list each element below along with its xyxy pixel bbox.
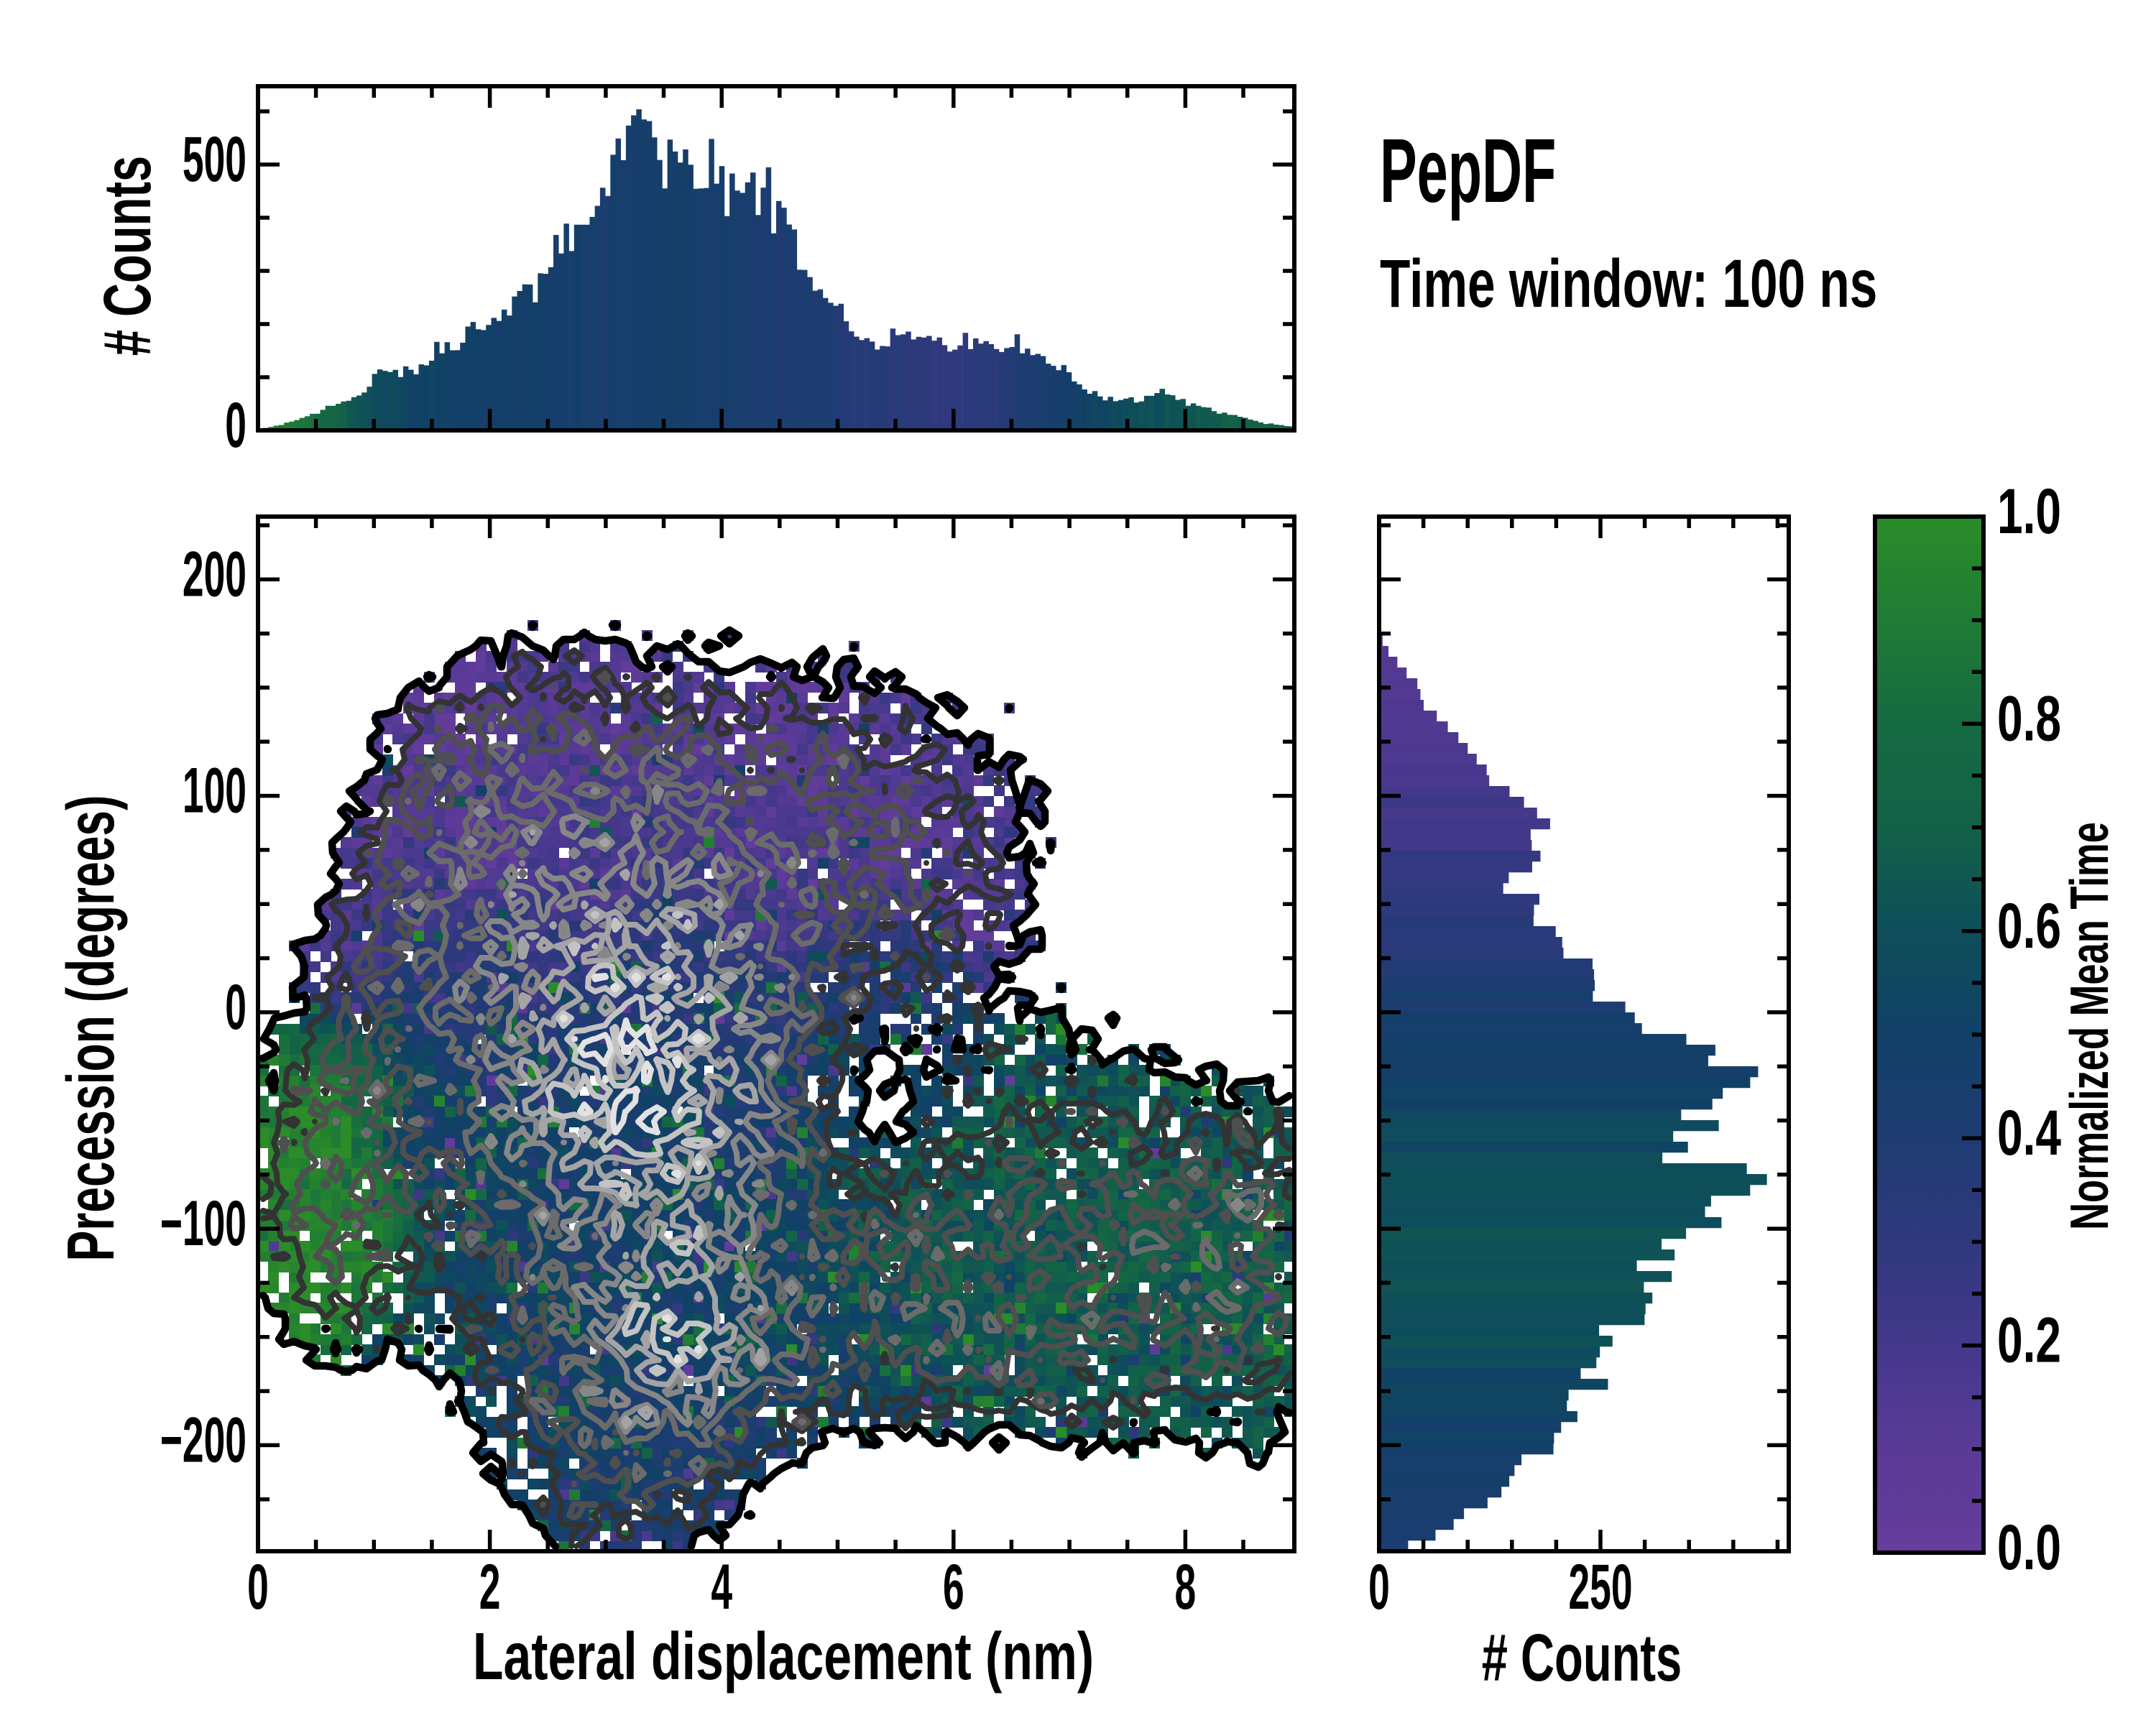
svg-text:200: 200 [183,538,247,609]
svg-text:4: 4 [711,1551,732,1622]
svg-text:Time window: 100 ns: Time window: 100 ns [1380,245,1877,321]
svg-text:−200: −200 [160,1404,247,1475]
svg-text:# Counts: # Counts [1482,1621,1682,1696]
svg-text:0.0: 0.0 [1997,1512,2061,1584]
svg-text:0: 0 [247,1551,269,1622]
svg-text:0: 0 [225,971,247,1043]
svg-text:2: 2 [479,1551,501,1622]
svg-text:Precession (degrees): Precession (degrees) [53,795,128,1262]
svg-text:0: 0 [1368,1551,1390,1622]
svg-text:1.0: 1.0 [1997,476,2061,547]
svg-text:Lateral displacement (nm): Lateral displacement (nm) [473,1620,1094,1694]
svg-text:250: 250 [1568,1551,1632,1622]
svg-text:0.6: 0.6 [1997,891,2061,962]
svg-text:Normalized Mean Time: Normalized Mean Time [2059,822,2120,1230]
svg-text:# Counts: # Counts [91,156,165,356]
svg-text:PepDF: PepDF [1380,121,1556,222]
svg-text:6: 6 [943,1551,964,1622]
svg-text:0.2: 0.2 [1997,1305,2061,1376]
svg-text:0: 0 [225,389,247,461]
svg-text:−100: −100 [160,1188,247,1259]
svg-text:8: 8 [1175,1551,1197,1622]
svg-text:0.4: 0.4 [1997,1098,2061,1169]
svg-text:0.8: 0.8 [1997,683,2061,754]
svg-text:100: 100 [183,755,247,826]
svg-text:500: 500 [183,124,247,195]
